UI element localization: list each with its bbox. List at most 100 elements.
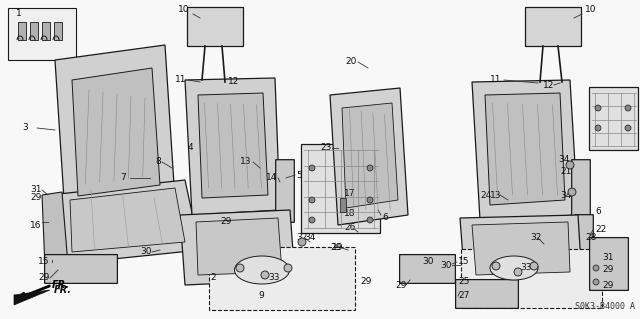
FancyBboxPatch shape <box>572 160 590 225</box>
Text: 20: 20 <box>345 57 356 66</box>
FancyBboxPatch shape <box>301 145 381 234</box>
Circle shape <box>309 197 315 203</box>
Text: 29: 29 <box>395 280 406 290</box>
FancyBboxPatch shape <box>276 160 294 222</box>
Polygon shape <box>14 290 50 305</box>
Circle shape <box>367 217 373 223</box>
Circle shape <box>595 125 601 131</box>
Polygon shape <box>72 68 160 196</box>
Text: 29: 29 <box>602 265 613 275</box>
Text: 18: 18 <box>344 209 355 218</box>
Ellipse shape <box>234 256 289 284</box>
FancyBboxPatch shape <box>575 215 593 265</box>
Text: 29: 29 <box>220 218 232 226</box>
Text: 10: 10 <box>178 5 189 14</box>
Polygon shape <box>196 218 282 275</box>
Text: 31: 31 <box>30 186 42 195</box>
Circle shape <box>568 188 576 196</box>
Text: 2: 2 <box>210 273 216 283</box>
Text: 11: 11 <box>490 76 502 85</box>
Polygon shape <box>50 180 200 265</box>
Text: 9: 9 <box>258 291 264 300</box>
Text: S0K3-B4000 A: S0K3-B4000 A <box>575 302 635 311</box>
Text: 34: 34 <box>304 234 316 242</box>
FancyBboxPatch shape <box>188 8 243 47</box>
Circle shape <box>309 217 315 223</box>
Text: 3: 3 <box>22 123 28 132</box>
Text: 32: 32 <box>530 234 541 242</box>
Circle shape <box>595 105 601 111</box>
Text: 33: 33 <box>520 263 531 272</box>
Text: 7: 7 <box>120 174 125 182</box>
FancyBboxPatch shape <box>461 249 602 308</box>
Polygon shape <box>330 88 408 225</box>
Text: 17: 17 <box>344 189 355 197</box>
FancyBboxPatch shape <box>209 248 355 310</box>
Text: 32: 32 <box>296 234 307 242</box>
Polygon shape <box>342 103 398 208</box>
Text: 27: 27 <box>458 291 469 300</box>
Text: 8: 8 <box>155 158 161 167</box>
FancyBboxPatch shape <box>589 238 628 290</box>
Circle shape <box>514 268 522 276</box>
FancyBboxPatch shape <box>45 255 117 283</box>
Text: 29: 29 <box>330 243 341 253</box>
Text: 34: 34 <box>560 191 572 201</box>
Polygon shape <box>185 78 280 215</box>
Text: 24: 24 <box>480 190 492 199</box>
Text: 30: 30 <box>140 248 152 256</box>
Text: FR.: FR. <box>52 280 70 290</box>
Text: 5: 5 <box>296 170 301 180</box>
Polygon shape <box>55 45 175 215</box>
Bar <box>42 22 50 40</box>
Text: 6: 6 <box>595 207 601 217</box>
Text: 29: 29 <box>38 273 49 283</box>
Circle shape <box>492 262 500 270</box>
Text: 34: 34 <box>558 155 570 165</box>
Text: 30: 30 <box>440 261 451 270</box>
Text: 30: 30 <box>422 257 433 266</box>
Text: 12: 12 <box>228 78 239 86</box>
Polygon shape <box>472 222 570 275</box>
Text: 26: 26 <box>344 224 355 233</box>
Text: 29: 29 <box>30 194 42 203</box>
Polygon shape <box>198 93 268 198</box>
Polygon shape <box>70 188 185 252</box>
Circle shape <box>367 197 373 203</box>
FancyBboxPatch shape <box>399 255 456 283</box>
Text: 33: 33 <box>268 273 280 283</box>
Polygon shape <box>485 93 565 205</box>
Polygon shape <box>180 210 295 285</box>
Polygon shape <box>472 80 578 220</box>
Text: 31: 31 <box>602 254 614 263</box>
Text: 19: 19 <box>332 243 344 253</box>
Text: 4: 4 <box>188 144 194 152</box>
Circle shape <box>284 264 292 272</box>
Text: 16: 16 <box>30 220 42 229</box>
Circle shape <box>298 238 306 246</box>
Circle shape <box>593 279 599 285</box>
FancyBboxPatch shape <box>456 279 518 308</box>
Circle shape <box>530 262 538 270</box>
Text: 25: 25 <box>458 278 469 286</box>
Text: 6: 6 <box>382 213 388 222</box>
Text: 10: 10 <box>585 5 596 14</box>
Circle shape <box>309 165 315 171</box>
Bar <box>8 8 76 60</box>
Text: 28: 28 <box>585 234 596 242</box>
Text: 23: 23 <box>320 144 332 152</box>
Polygon shape <box>460 215 582 285</box>
Text: 14: 14 <box>266 174 277 182</box>
Bar <box>30 22 38 40</box>
Text: 1: 1 <box>16 10 22 19</box>
Text: 12: 12 <box>543 80 554 90</box>
Text: 22: 22 <box>595 226 606 234</box>
Circle shape <box>593 265 599 271</box>
Bar <box>18 22 26 40</box>
FancyBboxPatch shape <box>525 8 582 47</box>
Polygon shape <box>42 192 68 268</box>
Circle shape <box>566 161 574 169</box>
Circle shape <box>625 125 631 131</box>
Text: 29: 29 <box>360 278 371 286</box>
Text: 15: 15 <box>38 257 49 266</box>
